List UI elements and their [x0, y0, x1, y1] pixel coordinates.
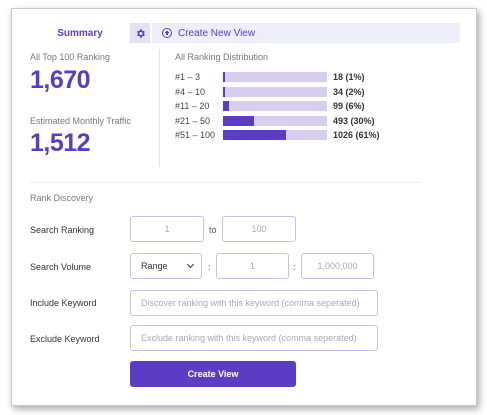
volume-separator-2: : [293, 262, 296, 272]
distribution-count-value: 493 (30%) [333, 116, 375, 126]
distribution-count-value: 1026 (61%) [333, 130, 380, 140]
ranking-separator: to [209, 225, 217, 235]
distribution-row: #4 – 10 34 (2%) [175, 86, 365, 98]
distribution-range-label: #21 – 50 [175, 116, 211, 126]
rank-discovery-title: Rank Discovery [30, 193, 94, 203]
distribution-count-value: 18 (1%) [333, 72, 365, 82]
summary-panel: Summary Create New View All Top 100 Rank… [11, 8, 477, 406]
traffic-label: Estimated Monthly Traffic [30, 116, 131, 126]
distribution-row: #51 – 100 1026 (61%) [175, 129, 380, 141]
distribution-row: #1 – 3 18 (1%) [175, 71, 365, 83]
distribution-range-label: #11 – 20 [175, 101, 210, 111]
top100-label: All Top 100 Ranking [30, 52, 110, 62]
settings-button[interactable] [130, 23, 150, 43]
tab-create-new-view[interactable]: Create New View [152, 23, 460, 43]
volume-min-input[interactable]: 1 [216, 253, 289, 279]
vertical-divider [159, 49, 160, 167]
distribution-row: #11 – 20 99 (6%) [175, 100, 365, 112]
chevron-down-icon [186, 260, 195, 269]
ranking-from-input[interactable]: 1 [130, 216, 204, 242]
distribution-bar-fill [223, 130, 287, 140]
volume-mode-select[interactable]: Range [130, 253, 202, 279]
include-keyword-input[interactable]: Discover ranking with this keyword (comm… [130, 290, 378, 316]
distribution-bar-track [223, 101, 327, 111]
distribution-count-value: 34 (2%) [333, 87, 365, 97]
distribution-bar-fill [223, 87, 226, 97]
exclude-keyword-input[interactable]: Exclude ranking with this keyword (comma… [130, 325, 378, 351]
distribution-bar-fill [223, 101, 230, 111]
volume-separator-1: : [208, 262, 211, 272]
volume-mode-value: Range [141, 261, 168, 271]
tab-bar: Summary Create New View [32, 23, 460, 43]
create-view-button[interactable]: Create View [130, 361, 296, 387]
include-keyword-label: Include Keyword [30, 298, 97, 308]
top100-value: 1,670 [30, 66, 91, 94]
tab-summary[interactable]: Summary [57, 27, 103, 39]
traffic-value: 1,512 [30, 129, 91, 157]
section-divider [30, 182, 422, 183]
distribution-range-label: #51 – 100 [175, 130, 216, 140]
distribution-bar-fill [223, 116, 255, 126]
distribution-row: #21 – 50 493 (30%) [175, 115, 375, 127]
distribution-bar-track [223, 87, 327, 97]
volume-max-input[interactable]: 1,000,000 [301, 253, 374, 279]
exclude-keyword-label: Exclude Keyword [30, 334, 100, 344]
distribution-count-value: 99 (6%) [333, 101, 365, 111]
distribution-bar-fill [223, 72, 226, 82]
search-volume-label: Search Volume [30, 262, 92, 272]
distribution-bar-track [223, 72, 327, 82]
gear-icon [136, 28, 145, 38]
distribution-range-label: #4 – 10 [175, 87, 206, 97]
distribution-bar-track [223, 130, 327, 140]
ranking-to-input[interactable]: 100 [222, 216, 296, 242]
distribution-bar-track [223, 116, 327, 126]
plus-circle-icon [162, 28, 172, 38]
search-ranking-label: Search Ranking [30, 225, 95, 235]
distribution-range-label: #1 – 3 [175, 72, 201, 82]
distribution-title: All Ranking Distribution [175, 52, 269, 62]
create-new-view-label: Create New View [178, 27, 256, 39]
